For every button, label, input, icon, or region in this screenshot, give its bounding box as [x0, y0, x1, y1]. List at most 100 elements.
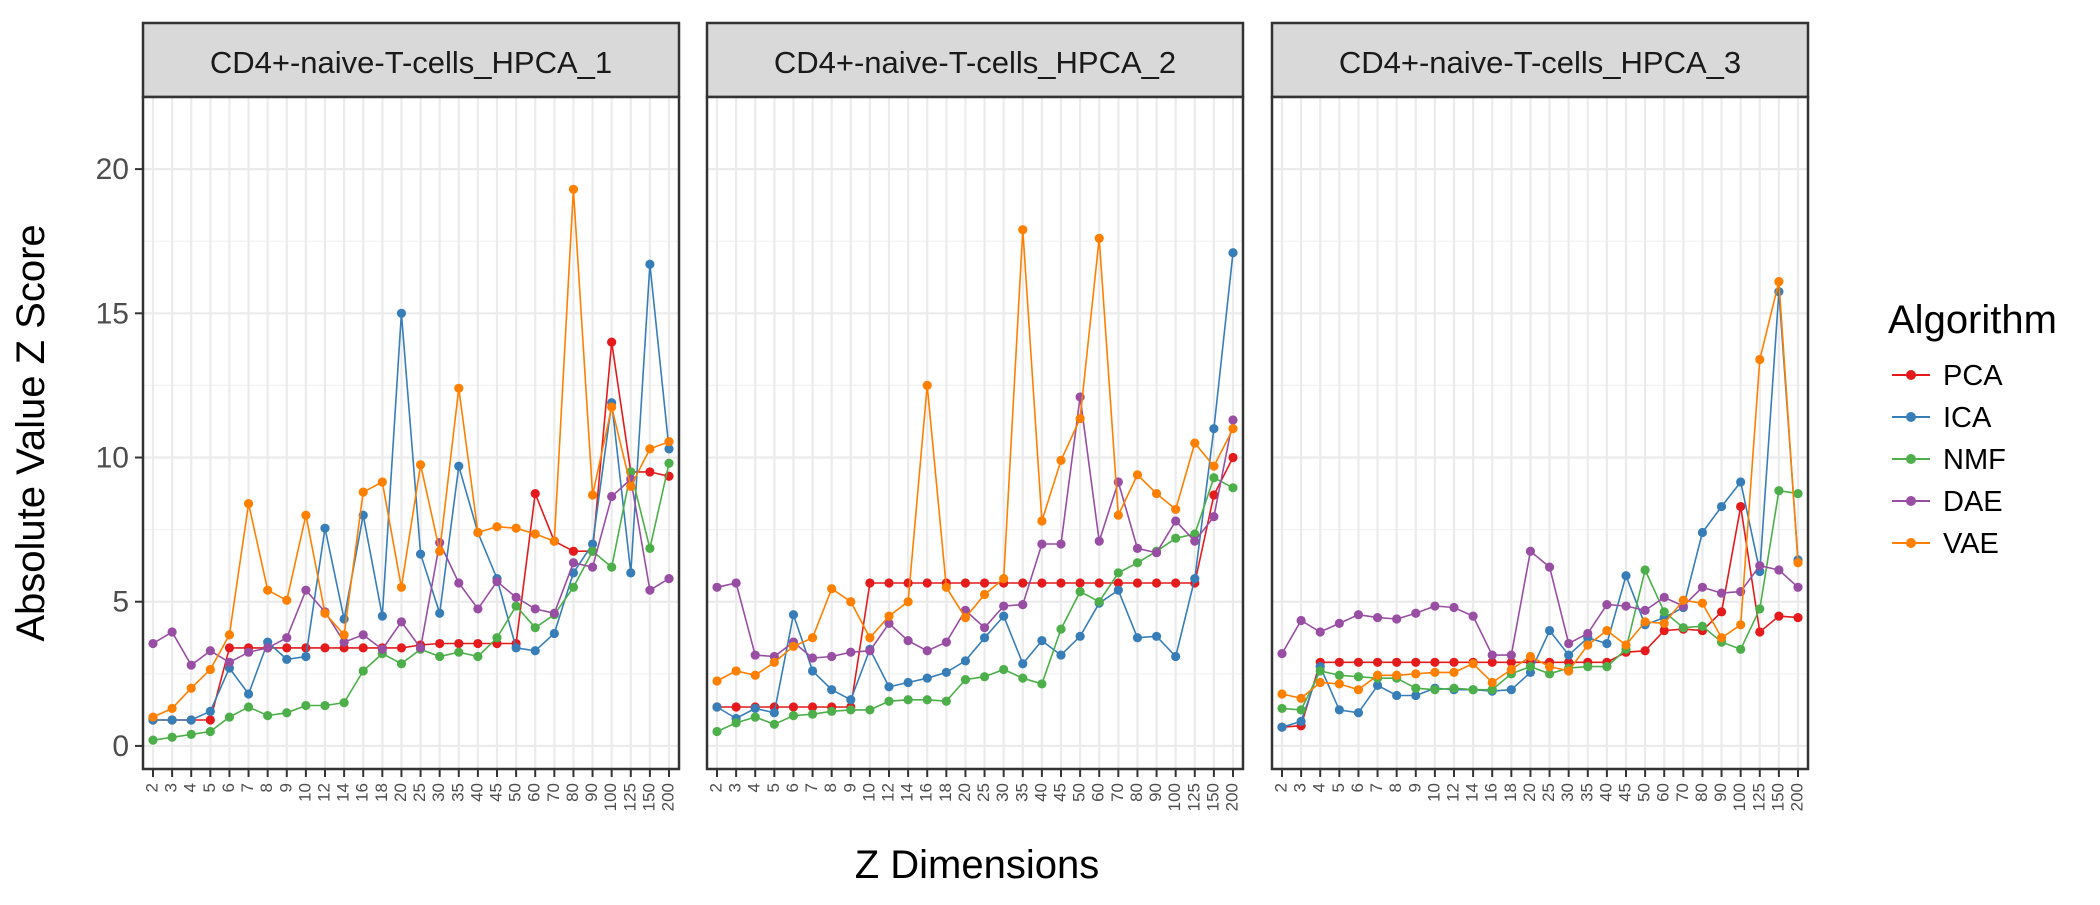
- x-tick-label: 14: [898, 783, 917, 802]
- x-tick-label: 8: [1386, 783, 1405, 792]
- data-point: [511, 601, 521, 611]
- data-point: [1678, 595, 1688, 605]
- x-tick-label: 60: [1089, 783, 1108, 802]
- data-point: [1209, 424, 1219, 434]
- data-point: [1094, 578, 1104, 588]
- data-point: [1209, 473, 1219, 483]
- data-point: [1716, 588, 1727, 598]
- data-point: [186, 660, 196, 670]
- x-tick-label: 125: [1749, 783, 1768, 811]
- series-line: [716, 396, 1234, 659]
- y-tick-label: 15: [96, 297, 129, 330]
- data-point: [1716, 607, 1727, 617]
- data-point: [186, 729, 196, 739]
- x-tick-label: 7: [238, 783, 257, 792]
- data-point: [1353, 657, 1364, 667]
- x-tick-label: 14: [1463, 783, 1482, 802]
- data-point: [1113, 585, 1123, 595]
- data-point: [645, 444, 655, 454]
- data-point: [1506, 685, 1516, 695]
- data-point: [1544, 562, 1555, 572]
- data-point: [712, 676, 722, 686]
- data-point: [1544, 625, 1555, 636]
- data-point: [664, 437, 674, 447]
- data-point: [827, 651, 837, 662]
- data-point: [1075, 631, 1085, 641]
- data-point: [568, 558, 579, 568]
- data-point: [712, 726, 722, 737]
- legend-marker: [1906, 412, 1916, 422]
- data-point: [492, 576, 502, 587]
- legend-label: NMF: [1943, 444, 2006, 476]
- data-point: [1132, 578, 1143, 588]
- data-point: [1525, 662, 1536, 672]
- x-tick-label: 125: [1184, 783, 1203, 811]
- x-tick-label: 3: [162, 783, 181, 792]
- data-point: [1372, 612, 1383, 623]
- x-tick-label: 200: [1787, 783, 1806, 811]
- data-point: [769, 719, 779, 729]
- data-point: [903, 695, 913, 705]
- data-point: [1468, 685, 1478, 695]
- data-point: [1506, 657, 1516, 667]
- data-point: [1228, 248, 1238, 258]
- data-point: [1334, 679, 1344, 689]
- x-tick-label: 10: [295, 783, 314, 802]
- data-point: [979, 672, 990, 682]
- series-nmf: [712, 473, 1238, 737]
- x-tick-label: 70: [1108, 783, 1127, 802]
- data-point: [1113, 568, 1123, 578]
- x-tick-label: 14: [334, 783, 353, 802]
- x-tick-label: 16: [353, 783, 372, 802]
- data-point: [415, 460, 426, 470]
- x-tick-label: 8: [257, 783, 276, 792]
- data-point: [1755, 561, 1765, 571]
- x-tick-label: 90: [1711, 783, 1730, 802]
- data-point: [731, 718, 741, 728]
- series-line: [153, 264, 670, 721]
- data-point: [731, 702, 741, 712]
- data-point: [769, 657, 779, 667]
- y-tick-label: 0: [112, 730, 129, 763]
- data-point: [1430, 601, 1440, 611]
- data-point: [167, 732, 177, 742]
- series-line: [1281, 549, 1799, 656]
- data-point: [979, 589, 990, 600]
- data-point: [320, 608, 330, 618]
- data-point: [549, 628, 559, 639]
- data-point: [587, 546, 598, 556]
- data-point: [645, 585, 655, 595]
- x-tick-label: 5: [764, 783, 783, 792]
- data-point: [377, 477, 387, 487]
- data-point: [1411, 657, 1421, 667]
- data-point: [435, 638, 445, 649]
- legend-item-ica: ICA: [1892, 402, 1992, 434]
- data-point: [1678, 623, 1688, 633]
- data-point: [1171, 504, 1181, 515]
- data-point: [1449, 683, 1459, 693]
- x-tick-label: 80: [1127, 783, 1146, 802]
- data-point: [530, 604, 540, 614]
- panel-border: [141, 95, 681, 771]
- data-point: [1621, 601, 1631, 611]
- data-point: [1449, 657, 1459, 667]
- data-point: [1056, 624, 1066, 634]
- x-tick-label: 125: [620, 783, 639, 811]
- data-point: [1018, 659, 1028, 669]
- data-point: [979, 578, 990, 588]
- x-tick-label: 40: [1596, 783, 1615, 802]
- data-point: [1525, 546, 1536, 556]
- data-point: [1583, 640, 1593, 650]
- data-point: [473, 651, 483, 662]
- data-point: [148, 735, 158, 745]
- data-point: [1094, 233, 1104, 243]
- data-point: [1774, 611, 1784, 621]
- x-tick-label: 12: [314, 783, 333, 802]
- data-point: [282, 643, 292, 653]
- data-point: [1132, 543, 1143, 553]
- x-tick-label: 40: [467, 783, 486, 802]
- data-point: [1018, 225, 1028, 235]
- data-point: [1755, 354, 1765, 365]
- data-point: [282, 708, 292, 718]
- data-point: [1793, 488, 1803, 499]
